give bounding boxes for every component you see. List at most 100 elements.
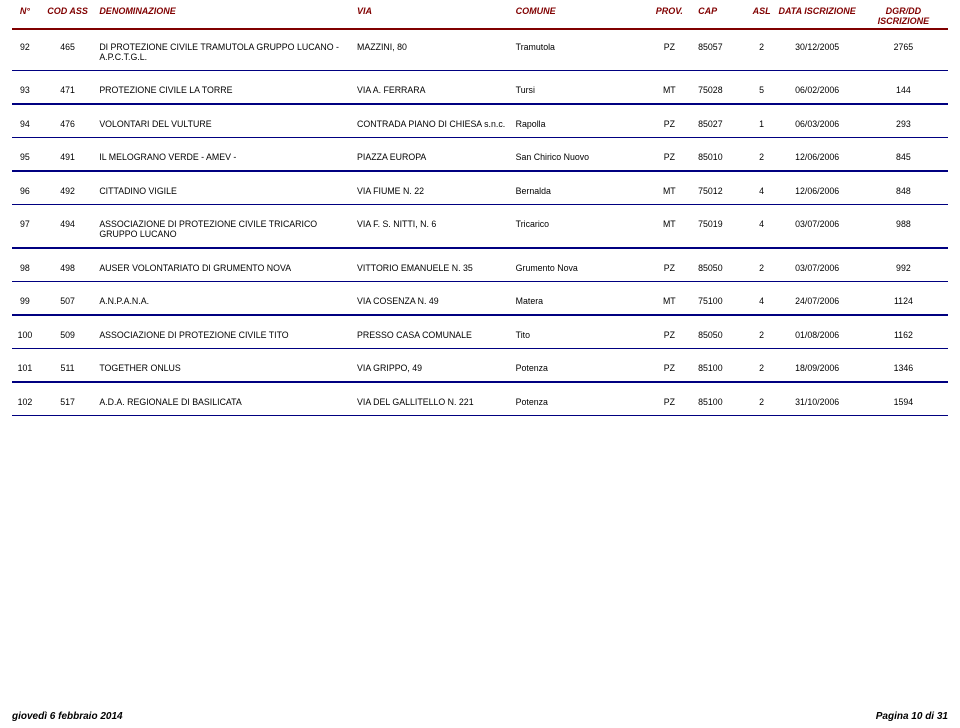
cell-n: 99 <box>12 296 38 306</box>
cell-data: 12/06/2006 <box>775 152 858 162</box>
cell-com: Grumento Nova <box>514 263 643 273</box>
cell-dgr: 848 <box>859 186 948 196</box>
row-separator <box>12 204 948 206</box>
cell-den: DI PROTEZIONE CIVILE TRAMUTOLA GRUPPO LU… <box>97 42 355 62</box>
table-row: 101511TOGETHER ONLUS VIA GRIPPO, 49Poten… <box>0 359 960 377</box>
cell-asl: 5 <box>748 85 776 95</box>
cell-data: 12/06/2006 <box>775 186 858 196</box>
cell-cap: 75012 <box>696 186 748 196</box>
cell-via: VIA GRIPPO, 49 <box>355 363 514 373</box>
cell-cod: 494 <box>38 219 98 239</box>
cell-via: VIA A. FERRARA <box>355 85 514 95</box>
hdr-n: N° <box>12 6 38 16</box>
cell-com: San Chirico Nuovo <box>514 152 643 162</box>
table-row: 97494ASSOCIAZIONE DI PROTEZIONE CIVILE T… <box>0 215 960 243</box>
cell-den: VOLONTARI DEL VULTURE <box>97 119 355 129</box>
cell-asl: 1 <box>748 119 776 129</box>
table-row: 96492CITTADINO VIGILEVIA FIUME N. 22Bern… <box>0 182 960 200</box>
footer-page: Pagina 10 di 31 <box>876 711 948 722</box>
hdr-dgr: DGR/DD ISCRIZIONE <box>859 6 948 26</box>
cell-com: Bernalda <box>514 186 643 196</box>
cell-n: 93 <box>12 85 38 95</box>
cell-den: AUSER VOLONTARIATO DI GRUMENTO NOVA <box>97 263 355 273</box>
row-separator <box>12 348 948 350</box>
row-separator <box>12 170 948 172</box>
cell-n: 96 <box>12 186 38 196</box>
cell-n: 98 <box>12 263 38 273</box>
cell-data: 24/07/2006 <box>775 296 858 306</box>
cell-cod: 511 <box>38 363 98 373</box>
cell-asl: 2 <box>748 42 776 62</box>
cell-via: MAZZINI, 80 <box>355 42 514 62</box>
cell-asl: 2 <box>748 152 776 162</box>
cell-dgr: 845 <box>859 152 948 162</box>
cell-cod: 509 <box>38 330 98 340</box>
row-separator <box>12 247 948 249</box>
cell-cap: 75019 <box>696 219 748 239</box>
cell-com: Tramutola <box>514 42 643 62</box>
row-separator <box>12 103 948 105</box>
cell-com: Tricarico <box>514 219 643 239</box>
cell-data: 06/03/2006 <box>775 119 858 129</box>
cell-com: Tursi <box>514 85 643 95</box>
cell-com: Potenza <box>514 397 643 407</box>
footer: giovedì 6 febbraio 2014 Pagina 10 di 31 <box>12 711 948 722</box>
table-header: N° COD ASS DENOMINAZIONE VIA COMUNE PROV… <box>0 0 960 28</box>
table-row: 93471PROTEZIONE CIVILE LA TORREVIA A. FE… <box>0 81 960 99</box>
row-separator <box>12 70 948 72</box>
cell-cap: 85100 <box>696 363 748 373</box>
table-row: 98498AUSER VOLONTARIATO DI GRUMENTO NOVA… <box>0 259 960 277</box>
cell-dgr: 988 <box>859 219 948 239</box>
row-separator <box>12 281 948 283</box>
hdr-com: COMUNE <box>514 6 643 16</box>
cell-n: 94 <box>12 119 38 129</box>
cell-prov: PZ <box>643 152 697 162</box>
table-row: 99507A.N.P.A.N.A.VIA COSENZA N. 49Matera… <box>0 292 960 310</box>
cell-den: A.N.P.A.N.A. <box>97 296 355 306</box>
cell-prov: PZ <box>643 119 697 129</box>
row-separator <box>12 314 948 316</box>
footer-date: giovedì 6 febbraio 2014 <box>12 711 123 722</box>
cell-com: Tito <box>514 330 643 340</box>
cell-cod: 476 <box>38 119 98 129</box>
cell-dgr: 1124 <box>859 296 948 306</box>
cell-n: 102 <box>12 397 38 407</box>
hdr-asl: ASL <box>748 6 776 16</box>
cell-den: TOGETHER ONLUS <box>97 363 355 373</box>
cell-com: Rapolla <box>514 119 643 129</box>
table-row: 102517A.D.A. REGIONALE DI BASILICATAVIA … <box>0 393 960 411</box>
cell-cap: 85057 <box>696 42 748 62</box>
hdr-via: VIA <box>355 6 514 16</box>
cell-den: IL MELOGRANO VERDE - AMEV - <box>97 152 355 162</box>
cell-data: 06/02/2006 <box>775 85 858 95</box>
cell-via: CONTRADA PIANO DI CHIESA s.n.c. <box>355 119 514 129</box>
cell-com: Matera <box>514 296 643 306</box>
hdr-den: DENOMINAZIONE <box>97 6 355 16</box>
cell-prov: PZ <box>643 363 697 373</box>
cell-prov: MT <box>643 186 697 196</box>
cell-asl: 2 <box>748 330 776 340</box>
cell-asl: 4 <box>748 186 776 196</box>
cell-prov: PZ <box>643 397 697 407</box>
cell-n: 101 <box>12 363 38 373</box>
hdr-prov: PROV. <box>643 6 697 16</box>
cell-asl: 2 <box>748 263 776 273</box>
cell-den: ASSOCIAZIONE DI PROTEZIONE CIVILE TRICAR… <box>97 219 355 239</box>
cell-via: VITTORIO EMANUELE N. 35 <box>355 263 514 273</box>
cell-cod: 471 <box>38 85 98 95</box>
cell-dgr: 293 <box>859 119 948 129</box>
cell-cod: 517 <box>38 397 98 407</box>
cell-n: 100 <box>12 330 38 340</box>
cell-cod: 498 <box>38 263 98 273</box>
cell-data: 01/08/2006 <box>775 330 858 340</box>
cell-cod: 491 <box>38 152 98 162</box>
cell-asl: 4 <box>748 219 776 239</box>
cell-asl: 4 <box>748 296 776 306</box>
cell-asl: 2 <box>748 397 776 407</box>
cell-n: 92 <box>12 42 38 62</box>
cell-cap: 85050 <box>696 263 748 273</box>
cell-via: VIA FIUME N. 22 <box>355 186 514 196</box>
cell-data: 18/09/2006 <box>775 363 858 373</box>
cell-cap: 75100 <box>696 296 748 306</box>
cell-cap: 85050 <box>696 330 748 340</box>
